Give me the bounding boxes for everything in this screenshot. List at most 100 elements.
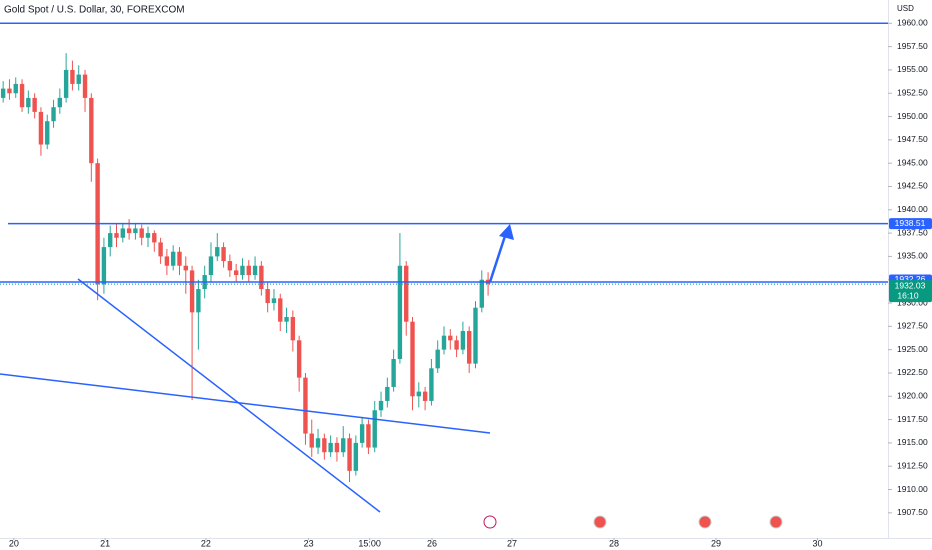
event-icon[interactable]: [769, 515, 783, 529]
trend-line: [77, 278, 381, 513]
trend-line: [0, 373, 491, 434]
candle-body: [240, 265, 245, 276]
y-tick-label: 1937.50: [897, 227, 928, 237]
candle-body: [114, 233, 119, 238]
x-tick-label: 28: [609, 538, 619, 548]
currency: USD: [897, 4, 914, 13]
candle-body: [183, 265, 188, 271]
candle-body: [38, 111, 44, 145]
y-tick-label: 1935.00: [897, 251, 928, 261]
y-tick-label: 1910.00: [897, 484, 928, 494]
candle-body: [397, 265, 403, 359]
candle-body: [372, 410, 377, 448]
candle-body: [271, 298, 277, 304]
candle-body: [359, 424, 365, 443]
y-tick-label: 1947.50: [897, 134, 928, 144]
candle-body: [441, 335, 447, 350]
x-tick-label: 27: [507, 538, 517, 548]
candle-body: [76, 74, 81, 84]
candle-body: [448, 335, 453, 341]
candle-body: [259, 265, 264, 290]
candle-body: [460, 331, 466, 350]
candle-body: [145, 233, 151, 238]
y-tick-label: 1957.50: [897, 41, 928, 51]
candle-body: [57, 97, 63, 108]
candle-body: [284, 317, 289, 322]
candle-body: [296, 340, 302, 378]
x-tick-label: 21: [100, 538, 110, 548]
candle-body: [233, 270, 239, 276]
price-tag-label: 1932.26: [895, 274, 926, 284]
event-icon[interactable]: [483, 515, 497, 529]
candle-body: [63, 69, 69, 98]
candle-body: [158, 242, 163, 257]
y-tick-label: 1927.50: [897, 321, 928, 331]
candle-body: [7, 88, 12, 94]
x-tick-label: 22: [201, 538, 211, 548]
countdown: 16:10: [897, 290, 919, 300]
y-tick-label: 1907.50: [897, 507, 928, 517]
candle-body: [120, 228, 126, 238]
y-tick-label: 1960.00: [897, 18, 928, 28]
event-icon[interactable]: [698, 515, 712, 529]
candle-body: [51, 107, 56, 122]
candle-body: [322, 438, 327, 453]
y-tick-label: 1955.00: [897, 64, 928, 74]
arrow-line: [488, 235, 507, 283]
y-tick-label: 1925.00: [897, 344, 928, 354]
candle-body: [164, 256, 170, 266]
candle-body: [278, 298, 283, 322]
candle-body: [429, 368, 434, 401]
candle-body: [290, 317, 296, 341]
candle-body: [32, 97, 37, 112]
x-tick-label: 26: [427, 538, 437, 548]
candle-body: [435, 349, 440, 369]
candle-body: [26, 97, 31, 108]
candle-body: [347, 438, 352, 471]
candle-body: [422, 391, 428, 401]
candle-body: [473, 307, 478, 364]
y-tick-label: 1952.50: [897, 87, 928, 97]
x-tick-label: 15:00: [358, 538, 381, 548]
event-icon[interactable]: [593, 515, 607, 529]
candle-body: [410, 321, 415, 397]
candle-body: [108, 233, 113, 248]
candle-body: [227, 261, 233, 271]
candle-body: [82, 74, 88, 98]
y-tick-label: 1915.00: [897, 437, 928, 447]
y-tick-label: 1950.00: [897, 111, 928, 121]
candle-body: [366, 424, 371, 448]
candle-body: [404, 265, 409, 322]
y-tick-label: 1912.50: [897, 460, 928, 470]
y-tick-label: 1940.00: [897, 204, 928, 214]
candle-body: [221, 247, 226, 262]
x-tick-label: 20: [9, 538, 19, 548]
event-icons: [483, 515, 783, 529]
candle-body: [315, 438, 321, 448]
price-tag: [889, 280, 932, 303]
y-tick-label: 1922.50: [897, 367, 928, 377]
candle-body: [334, 442, 340, 453]
price-tag-label: 1932.03: [895, 280, 926, 290]
candle-body: [0, 88, 6, 98]
candle-body: [385, 386, 390, 401]
x-tick-label: 30: [812, 538, 822, 548]
price-tag-label: 1938.51: [895, 218, 926, 228]
candle-body: [466, 331, 472, 364]
price-tag: [889, 218, 932, 230]
candle-body: [126, 228, 132, 234]
x-tick-label: 23: [304, 538, 314, 548]
candle-body: [479, 279, 484, 308]
y-tick-label: 1942.50: [897, 181, 928, 191]
candle-body: [152, 233, 157, 243]
candle-body: [19, 83, 25, 108]
y-tick-label: 1920.00: [897, 391, 928, 401]
candle-body: [416, 391, 422, 397]
candle-body: [170, 251, 176, 266]
candle-body: [177, 251, 182, 266]
candle-body: [133, 228, 138, 234]
candle-body: [70, 69, 75, 84]
candle-body: [252, 265, 258, 276]
candle-body: [265, 289, 270, 304]
